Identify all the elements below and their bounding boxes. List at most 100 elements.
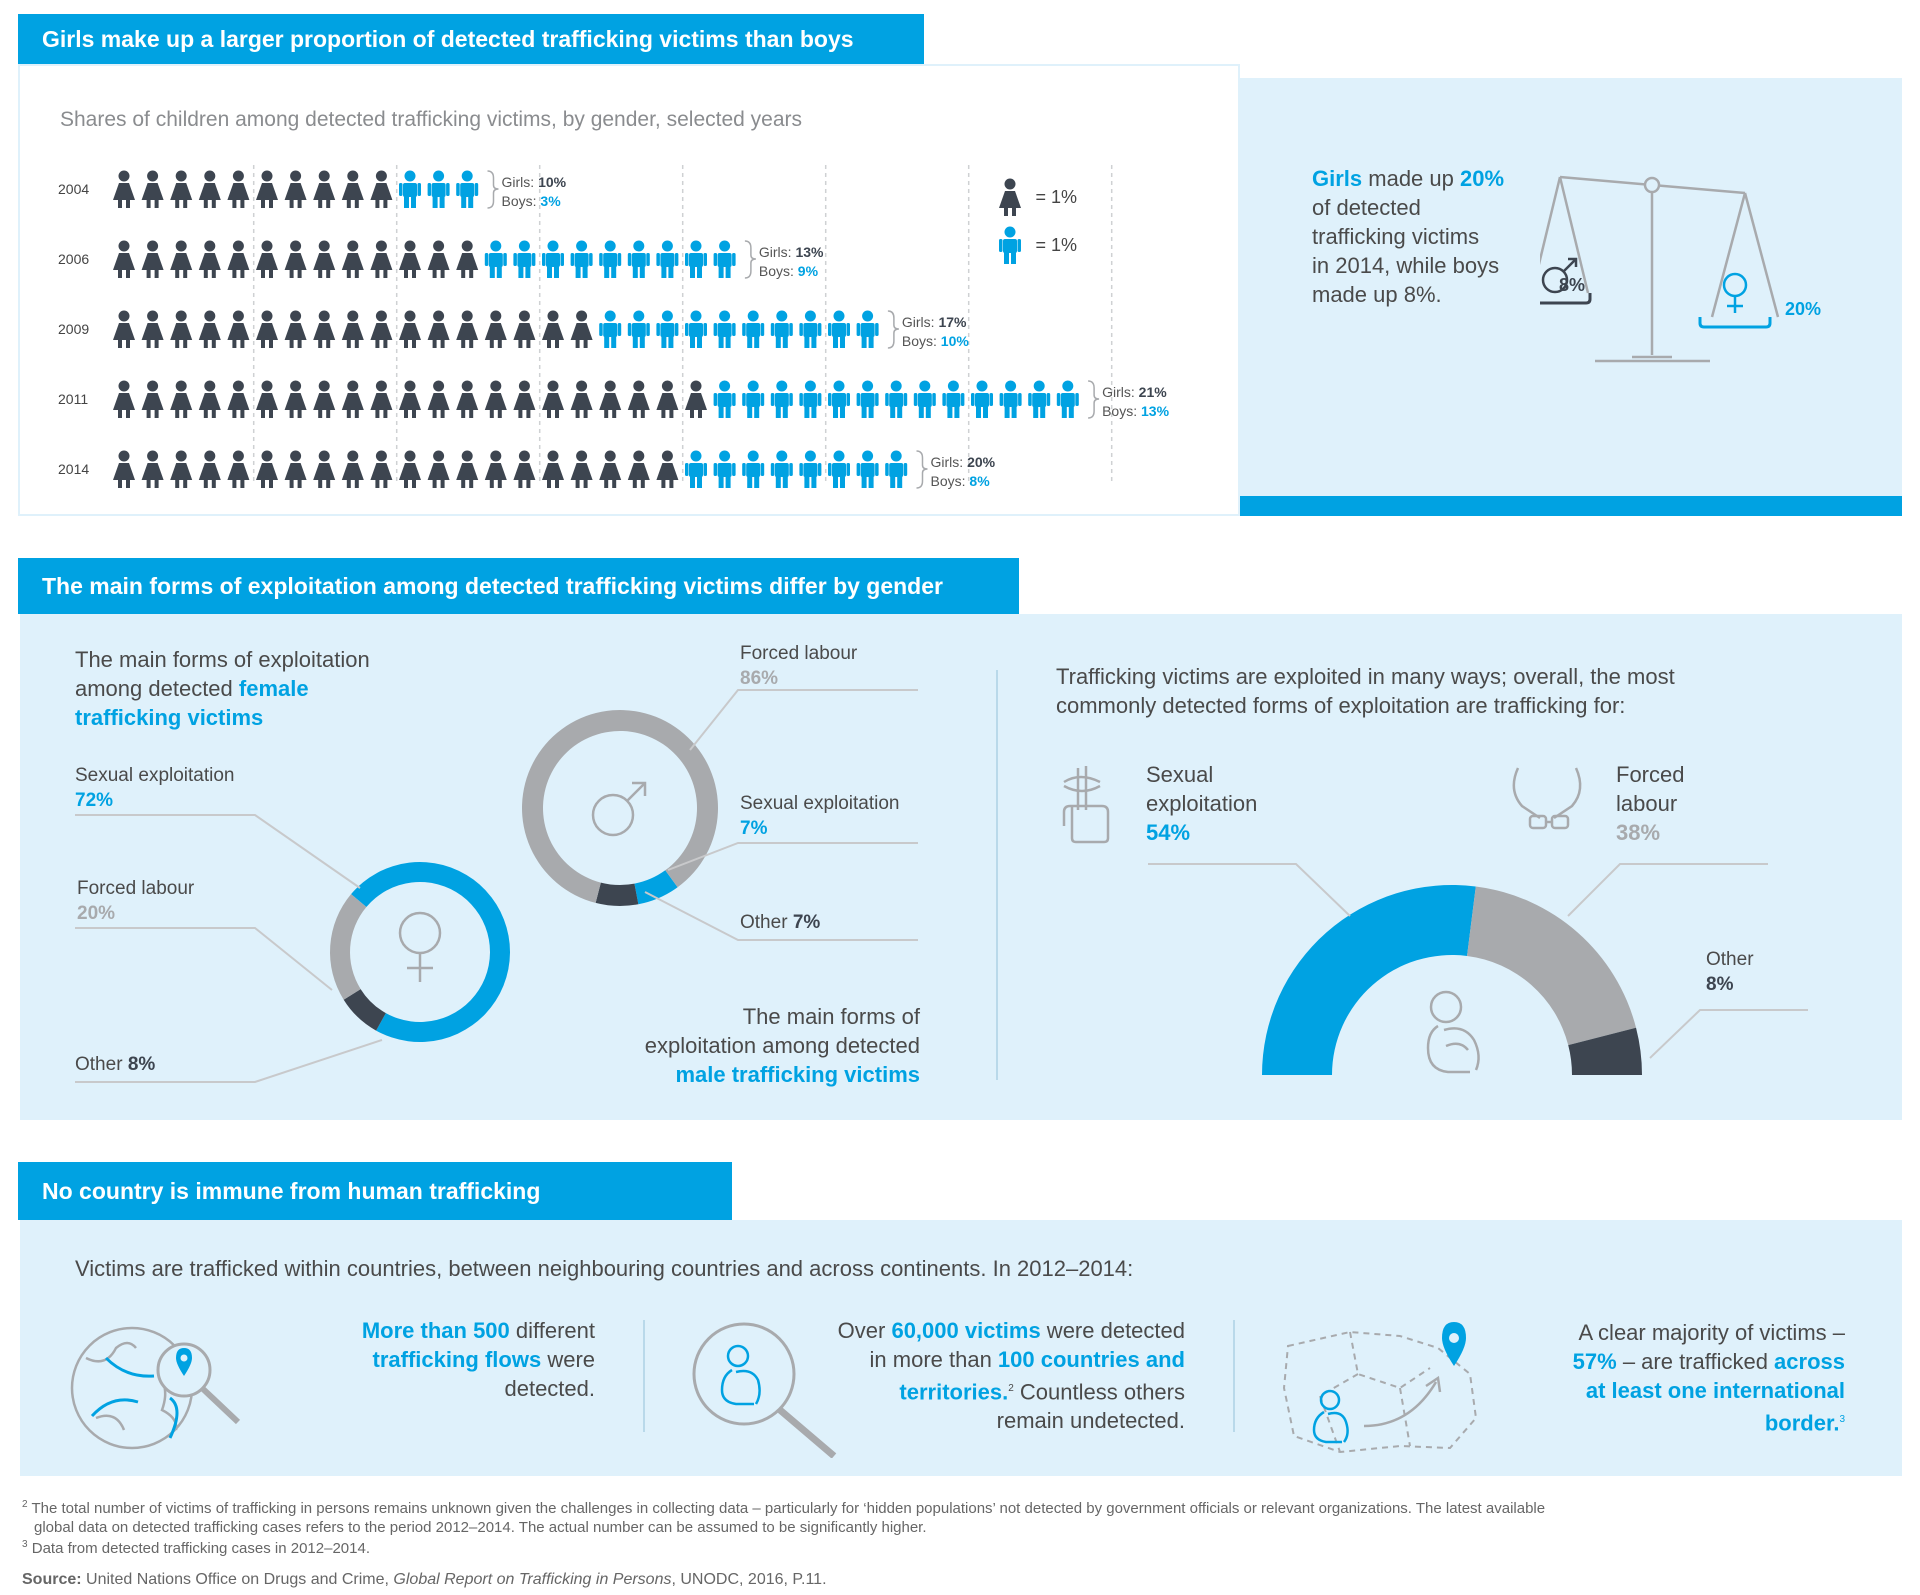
girl-icon (370, 450, 393, 488)
boy-icon (913, 380, 936, 418)
girl-icon (313, 450, 336, 488)
year-label: 2014 (58, 461, 89, 477)
girl-icon (542, 450, 564, 488)
scale-left-label: 8% (1559, 275, 1586, 295)
girl-icon (256, 170, 278, 208)
girls-value-label: Girls: 20% (931, 454, 996, 470)
girl-icon (456, 380, 479, 418)
boy-icon (828, 450, 850, 488)
male-forced-label: Forced labour 86% (740, 641, 857, 691)
overall-other-label: Other 8% (1706, 947, 1754, 997)
fact2-sup: 2 (1008, 1383, 1014, 1394)
row-brace (744, 240, 756, 279)
girl-icon (227, 450, 250, 488)
year-label: 2006 (58, 251, 89, 267)
scale-right-label: 20% (1785, 299, 1822, 319)
fact2-t4: Countless others (1013, 1379, 1185, 1405)
male-title-line3: male trafficking victims (675, 1062, 920, 1087)
girl-icon (427, 310, 450, 348)
boy-icon (1056, 380, 1079, 418)
source-label: Source: (22, 1571, 82, 1588)
girl-icon (227, 380, 250, 418)
girl-icon (370, 310, 393, 348)
girl-icon (198, 310, 221, 348)
girl-icon (141, 450, 164, 488)
girl-icon (284, 310, 307, 348)
overall-intro-line1: Trafficking victims are exploited in man… (1056, 664, 1675, 689)
fact2-hl3: territories. (899, 1379, 1009, 1405)
overall-other-value: 8% (1706, 974, 1734, 995)
fact1-hl1: More than 500 (361, 1318, 510, 1343)
boy-icon (599, 240, 622, 278)
summary-panel (1240, 78, 1902, 496)
fact2-t3: in more than (869, 1347, 998, 1372)
donut-charts (75, 689, 918, 1083)
fact3-text: A clear majority of victims – 57% – are … (1500, 1318, 1845, 1437)
overall-sexual-name1: Sexual (1146, 762, 1214, 787)
girl-icon (170, 450, 193, 488)
boy-icon (770, 380, 793, 418)
boy-icon (713, 310, 736, 348)
summary-line2: of detected (1312, 195, 1421, 220)
immunity-intro: Victims are trafficked within countries,… (75, 1256, 1134, 1281)
female-title-line2: among detected (75, 676, 239, 701)
boy-icon (685, 450, 707, 488)
source-end: , UNODC, 2016, P.11. (671, 1571, 827, 1588)
footnote-3-mark: 3 (22, 1539, 28, 1550)
footnote-2-line1: The total number of victims of trafficki… (31, 1500, 1546, 1517)
male-forced-value: 86% (740, 668, 779, 689)
boys-value-label: Boys: 3% (502, 193, 562, 209)
girl-icon (570, 310, 593, 348)
female-other-label: Other 8% (75, 1052, 155, 1077)
fact1-hl2: trafficking flows (372, 1347, 542, 1372)
boy-icon (999, 226, 1021, 264)
chart-subtitle: Shares of children among detected traffi… (60, 108, 803, 131)
female-title-line3: trafficking victims (75, 705, 264, 730)
boys-value-label: Boys: 8% (931, 473, 991, 489)
female-forced-label: Forced labour 20% (77, 876, 194, 926)
male-title-line2: exploitation among detected (644, 1033, 920, 1058)
fact3-hl4: border. (1764, 1410, 1840, 1436)
girl-icon (513, 380, 536, 418)
male-donut-title: The main forms of exploitation among det… (560, 1002, 920, 1089)
male-forced-name: Forced labour (740, 643, 858, 664)
girl-icon (227, 170, 250, 208)
female-symbol-icon (398, 911, 442, 982)
female-other-name: Other (75, 1054, 128, 1075)
girl-icon (456, 240, 479, 278)
girl-icon (656, 450, 679, 488)
girl-icon (399, 240, 421, 278)
boy-icon (770, 310, 793, 348)
boy-icon (742, 310, 765, 348)
legend-boy-label: = 1% (1035, 234, 1077, 255)
legend-boy: = 1% (995, 226, 1077, 264)
boy-icon (799, 380, 822, 418)
boy-icon (513, 240, 536, 278)
boy-icon (856, 310, 879, 348)
female-title-hl: female (238, 676, 309, 701)
girl-icon (141, 380, 164, 418)
overall-half-donut-slice (1262, 885, 1476, 1075)
legend-girl-label: = 1% (1035, 186, 1077, 207)
overall-intro-line2: commonly detected forms of exploitation … (1056, 693, 1626, 718)
boy-icon (828, 380, 850, 418)
fact2-hl2: 100 countries and (997, 1347, 1185, 1372)
girl-icon (256, 380, 278, 418)
female-sexual-name: Sexual exploitation (75, 765, 235, 786)
boy-icon (570, 240, 593, 278)
magnifier-child-icon (692, 1322, 837, 1458)
footnote-3-text: Data from detected trafficking cases in … (31, 1540, 370, 1557)
summary-girls-pct: 20% (1459, 166, 1505, 191)
half-donut-chart (1062, 766, 1808, 1075)
girl-icon (542, 380, 564, 418)
seated-child-icon (1426, 990, 1480, 1074)
summary-text: Girls made up 20% of detected traffickin… (1312, 164, 1572, 309)
boy-icon (685, 310, 707, 348)
girl-icon (341, 170, 364, 208)
year-label: 2009 (58, 321, 89, 337)
girl-icon (399, 380, 421, 418)
fact2-t5: remain undetected. (996, 1408, 1185, 1434)
male-other-value: 7% (792, 912, 821, 933)
footnote-2: 2 The total number of victims of traffic… (22, 1495, 1902, 1537)
male-sexual-name: Sexual exploitation (740, 793, 900, 814)
